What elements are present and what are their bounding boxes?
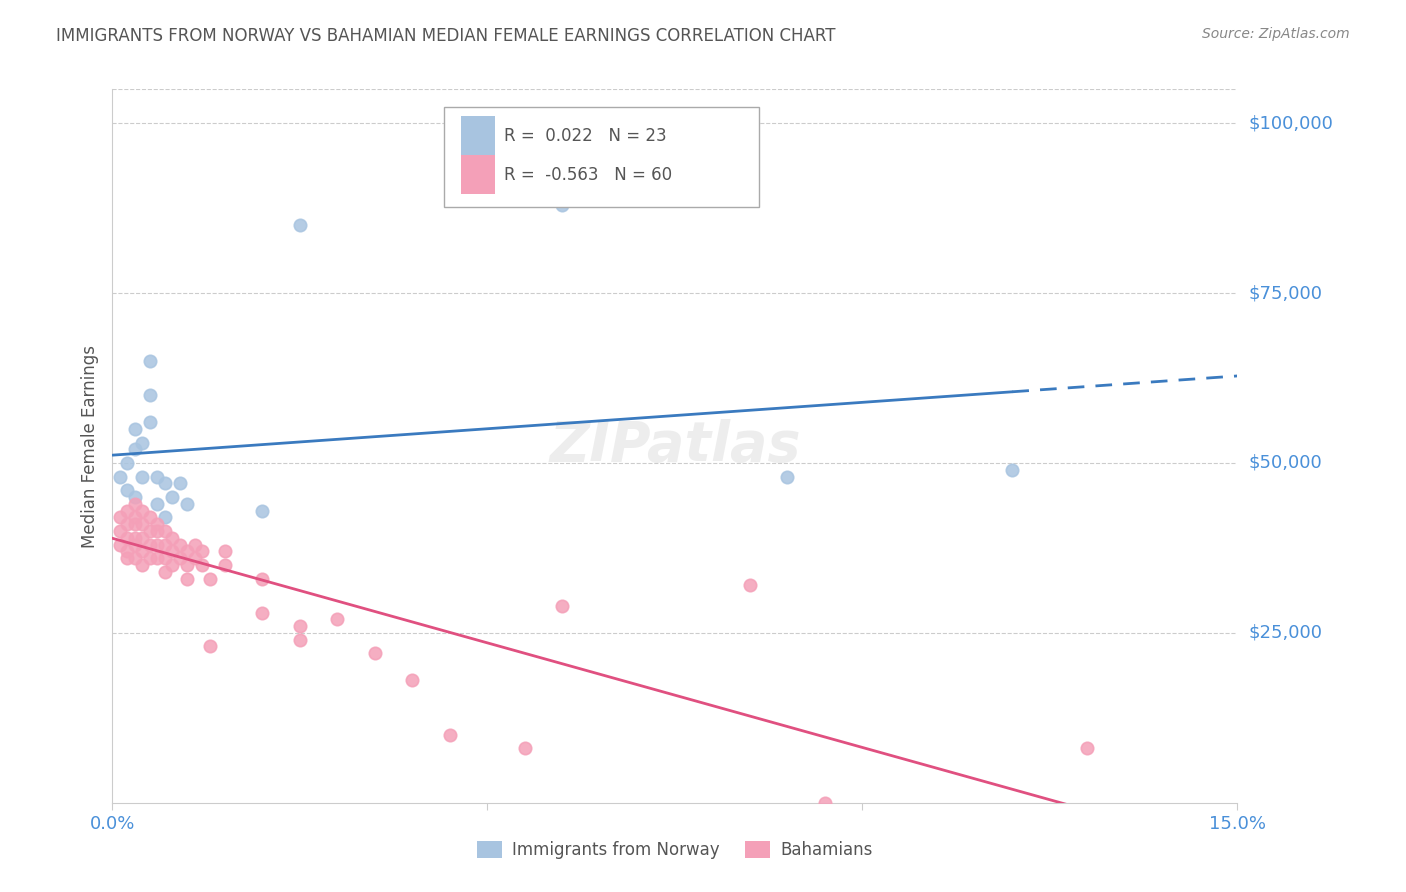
- Point: [776, 469, 799, 483]
- Point: [153, 565, 176, 579]
- Point: [364, 646, 387, 660]
- Point: [191, 544, 214, 558]
- Point: [252, 572, 274, 586]
- Text: $50,000: $50,000: [1249, 454, 1322, 472]
- Point: [814, 796, 837, 810]
- Point: [162, 558, 184, 572]
- Point: [162, 544, 184, 558]
- Point: [146, 551, 169, 566]
- Point: [124, 490, 146, 504]
- Point: [1001, 463, 1024, 477]
- Point: [214, 558, 236, 572]
- Point: [139, 354, 162, 368]
- Point: [153, 524, 176, 538]
- Point: [146, 537, 169, 551]
- Point: [738, 578, 761, 592]
- Point: [139, 537, 162, 551]
- Text: ZIPatlas: ZIPatlas: [550, 419, 800, 473]
- Point: [117, 531, 139, 545]
- Point: [176, 572, 198, 586]
- Point: [124, 422, 146, 436]
- Point: [169, 537, 191, 551]
- Text: R =  -0.563   N = 60: R = -0.563 N = 60: [503, 166, 672, 184]
- Point: [162, 531, 184, 545]
- Point: [117, 551, 139, 566]
- Point: [131, 435, 153, 450]
- Point: [153, 476, 176, 491]
- Point: [513, 741, 536, 756]
- Point: [198, 572, 221, 586]
- Point: [117, 456, 139, 470]
- Point: [153, 537, 176, 551]
- Point: [131, 517, 153, 532]
- Point: [117, 544, 139, 558]
- Point: [169, 551, 191, 566]
- Point: [108, 469, 131, 483]
- Point: [214, 544, 236, 558]
- Point: [153, 510, 176, 524]
- Point: [139, 551, 162, 566]
- Text: IMMIGRANTS FROM NORWAY VS BAHAMIAN MEDIAN FEMALE EARNINGS CORRELATION CHART: IMMIGRANTS FROM NORWAY VS BAHAMIAN MEDIA…: [56, 27, 835, 45]
- Point: [176, 497, 198, 511]
- Y-axis label: Median Female Earnings: Median Female Earnings: [80, 344, 98, 548]
- Point: [169, 476, 191, 491]
- Point: [162, 490, 184, 504]
- Point: [252, 503, 274, 517]
- Point: [131, 531, 153, 545]
- Point: [117, 483, 139, 498]
- Point: [124, 537, 146, 551]
- Point: [198, 640, 221, 654]
- Point: [288, 218, 311, 232]
- Point: [131, 469, 153, 483]
- FancyBboxPatch shape: [461, 116, 495, 155]
- Point: [184, 537, 207, 551]
- Point: [124, 497, 146, 511]
- Point: [124, 442, 146, 457]
- Point: [146, 524, 169, 538]
- Point: [117, 517, 139, 532]
- Point: [146, 517, 169, 532]
- Point: [288, 619, 311, 633]
- Point: [439, 728, 461, 742]
- Text: $100,000: $100,000: [1249, 114, 1333, 132]
- Point: [131, 503, 153, 517]
- Point: [146, 469, 169, 483]
- Point: [146, 497, 169, 511]
- Point: [124, 510, 146, 524]
- Point: [551, 599, 574, 613]
- Point: [139, 524, 162, 538]
- FancyBboxPatch shape: [461, 155, 495, 194]
- Point: [191, 558, 214, 572]
- Point: [139, 510, 162, 524]
- FancyBboxPatch shape: [444, 107, 759, 207]
- Point: [139, 388, 162, 402]
- Point: [551, 198, 574, 212]
- Point: [117, 503, 139, 517]
- Point: [124, 531, 146, 545]
- Point: [124, 551, 146, 566]
- Text: $75,000: $75,000: [1249, 284, 1323, 302]
- Point: [153, 551, 176, 566]
- Text: Source: ZipAtlas.com: Source: ZipAtlas.com: [1202, 27, 1350, 41]
- Point: [124, 517, 146, 532]
- Point: [139, 415, 162, 429]
- Legend: Immigrants from Norway, Bahamians: Immigrants from Norway, Bahamians: [471, 834, 879, 866]
- Point: [288, 632, 311, 647]
- Point: [131, 558, 153, 572]
- Text: $25,000: $25,000: [1249, 624, 1323, 642]
- Point: [176, 558, 198, 572]
- Point: [252, 606, 274, 620]
- Text: R =  0.022   N = 23: R = 0.022 N = 23: [503, 127, 666, 145]
- Point: [131, 544, 153, 558]
- Point: [184, 551, 207, 566]
- Point: [1076, 741, 1098, 756]
- Point: [108, 537, 131, 551]
- Point: [108, 510, 131, 524]
- Point: [401, 673, 423, 688]
- Point: [326, 612, 349, 626]
- Point: [176, 544, 198, 558]
- Point: [108, 524, 131, 538]
